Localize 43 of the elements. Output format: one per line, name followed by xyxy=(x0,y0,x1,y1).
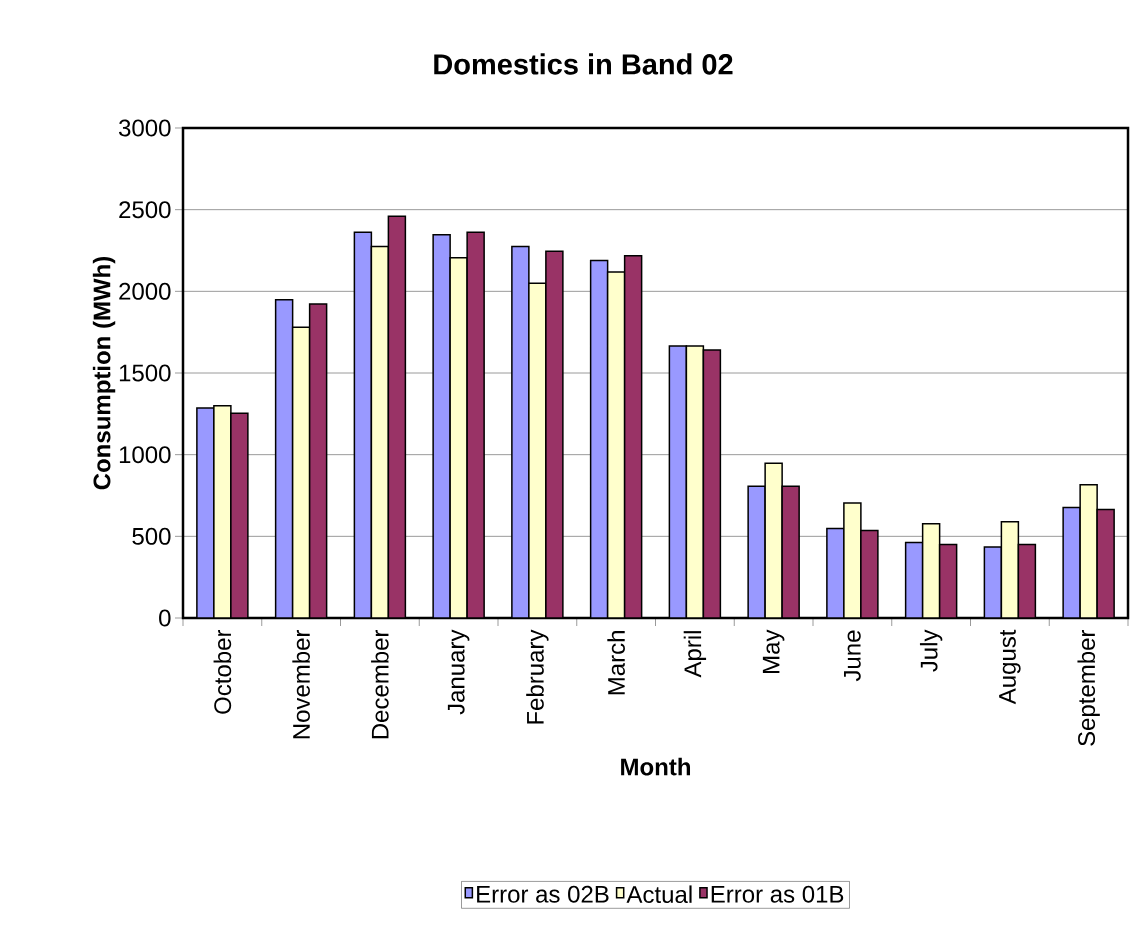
y-axis-title: Consumption (MWh) xyxy=(92,256,116,490)
bar xyxy=(686,346,704,618)
x-tick-label: February xyxy=(526,629,549,724)
bar xyxy=(703,349,721,618)
x-tick-label: May xyxy=(762,629,785,673)
bar xyxy=(984,547,1002,618)
x-tick-label: July xyxy=(919,629,943,672)
y-tick-label: 0 xyxy=(159,609,171,627)
bar xyxy=(354,232,372,618)
x-tick-label: December xyxy=(371,629,389,739)
bar xyxy=(275,299,293,618)
bar xyxy=(669,346,687,618)
x-tick-label: June xyxy=(844,630,861,682)
bar xyxy=(388,216,406,618)
x-tick-label: April xyxy=(683,631,707,678)
y-tick-label: 3000 xyxy=(118,119,171,137)
bar xyxy=(607,271,625,618)
x-tick-label: March xyxy=(607,631,625,695)
bar xyxy=(309,303,327,618)
y-tick-label: 2000 xyxy=(119,282,171,300)
y-tick-label: 1000 xyxy=(119,446,171,464)
y-tick-label: 2500 xyxy=(119,201,171,219)
legend-label: Actual xyxy=(626,885,692,904)
bar xyxy=(905,542,923,618)
x-tick-label: October xyxy=(213,629,232,714)
x-tick-label: August xyxy=(999,629,1021,705)
y-tick-label: 1500 xyxy=(119,364,171,382)
x-tick-label: September xyxy=(1077,629,1100,746)
bar xyxy=(624,255,642,618)
bar xyxy=(939,544,957,618)
chart-title: Domestics in Band 02 xyxy=(434,53,733,75)
x-axis-title: Month xyxy=(621,757,691,776)
y-tick-label: 500 xyxy=(132,527,171,545)
x-tick-label: November xyxy=(292,629,310,739)
legend-label: Error as 01B xyxy=(711,885,844,903)
bar xyxy=(590,260,608,618)
legend-label: Error as 02B xyxy=(477,885,609,903)
x-tick-label: January xyxy=(447,629,470,715)
bar xyxy=(922,523,940,618)
bar xyxy=(1001,521,1019,618)
bar xyxy=(1018,544,1036,618)
bar xyxy=(371,246,389,618)
bar xyxy=(292,327,310,618)
